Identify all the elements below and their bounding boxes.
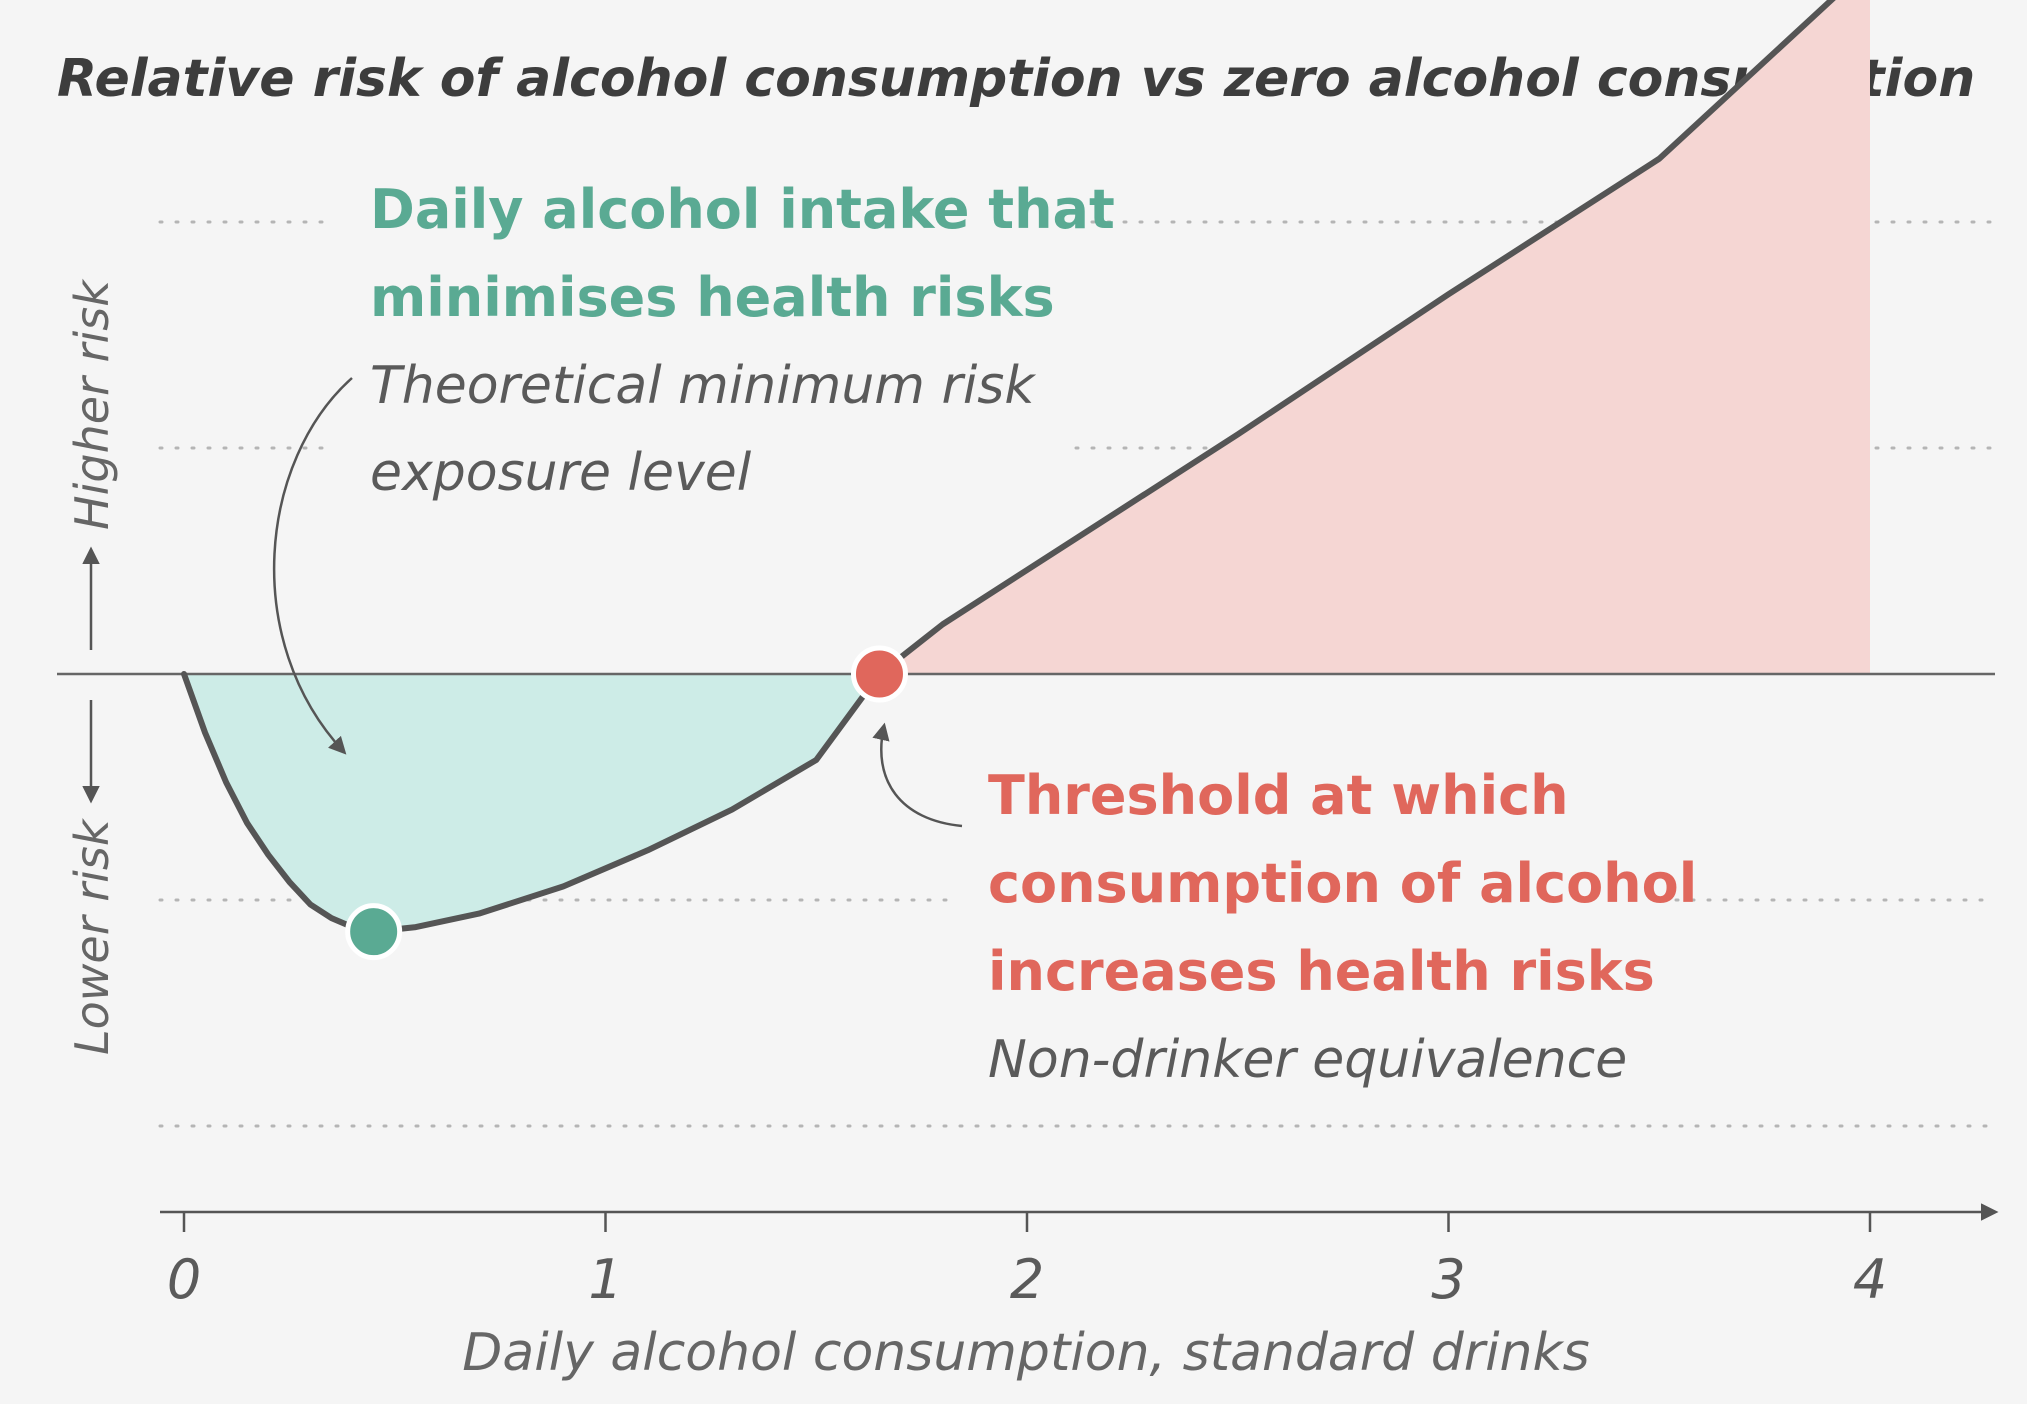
nde-title-line-1: Threshold at which — [988, 764, 1569, 827]
tmrel-pointer-arrow — [272, 377, 353, 755]
chart-title: Relative risk of alcohol consumption vs … — [57, 49, 1975, 109]
risk-area — [879, 0, 1870, 674]
x-tick-label: 3 — [1431, 1248, 1465, 1311]
nde-point — [850, 645, 908, 703]
nde-title-line-3: increases health risks — [988, 940, 1655, 1003]
x-ticks: 0 1 2 3 4 — [167, 1212, 1887, 1311]
x-tick-label: 2 — [1010, 1248, 1044, 1311]
y-label-lower-risk: Lower risk — [65, 817, 119, 1055]
x-tick-label: 4 — [1853, 1248, 1887, 1311]
x-tick-label: 1 — [588, 1248, 622, 1311]
tmrel-subtitle-line-2: exposure level — [370, 443, 752, 503]
x-tick-label: 0 — [167, 1248, 201, 1311]
tmrel-point — [345, 903, 403, 961]
nde-title-line-2: consumption of alcohol — [988, 852, 1697, 915]
tmrel-title-line-1: Daily alcohol intake that — [370, 178, 1115, 241]
risk-curve — [181, 0, 1836, 935]
y-label-higher-risk: Higher risk — [65, 278, 119, 530]
benefit-area — [184, 674, 880, 932]
gridlines — [158, 220, 1997, 1128]
nde-pointer-arrow — [872, 722, 963, 828]
nde-subtitle: Non-drinker equivalence — [988, 1030, 1627, 1090]
tmrel-title-line-2: minimises health risks — [370, 266, 1055, 329]
x-axis-label: Daily alcohol consumption, standard drin… — [462, 1323, 1589, 1383]
tmrel-subtitle-line-1: Theoretical minimum risk — [370, 356, 1036, 416]
